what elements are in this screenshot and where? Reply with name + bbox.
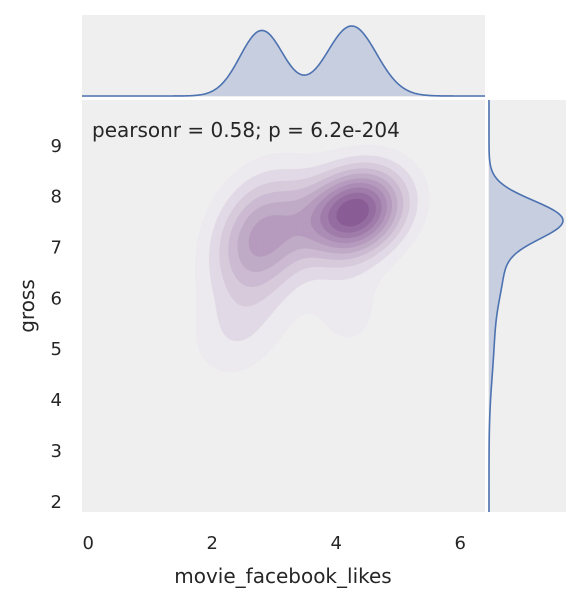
y-axis-label: gross: [15, 279, 39, 333]
y-marginal-fill: [489, 100, 563, 512]
y-tick-label: 6: [51, 288, 62, 309]
y-tick-label: 8: [51, 187, 62, 208]
x-axis-label: movie_facebook_likes: [174, 564, 391, 588]
y-tick-label: 7: [51, 238, 62, 259]
y-tick-label: 2: [51, 492, 62, 513]
x-tick-label: 0: [82, 533, 93, 554]
pearson-annotation: pearsonr = 0.58; p = 6.2e-204: [92, 118, 400, 142]
right-marginal-kde: [488, 100, 564, 512]
y-tick-labels: 2 3 4 5 6 7 8 9: [51, 136, 62, 513]
y-tick-label: 3: [51, 441, 62, 462]
joint-kde-contours: [195, 144, 430, 373]
y-tick-label: 4: [51, 390, 62, 411]
x-marginal-fill: [82, 26, 485, 96]
x-marginal-line: [82, 25, 485, 97]
y-marginal-line: [488, 100, 564, 512]
x-tick-label: 4: [330, 533, 341, 554]
density-contour-level: [336, 198, 370, 227]
y-tick-label: 5: [51, 339, 62, 360]
y-tick-label: 9: [51, 136, 62, 157]
top-marginal-kde: [82, 25, 485, 97]
x-tick-labels: 0 2 4 6: [82, 533, 465, 554]
x-tick-label: 6: [454, 533, 465, 554]
x-tick-label: 2: [206, 533, 217, 554]
right-marginal-panel: [488, 100, 566, 512]
